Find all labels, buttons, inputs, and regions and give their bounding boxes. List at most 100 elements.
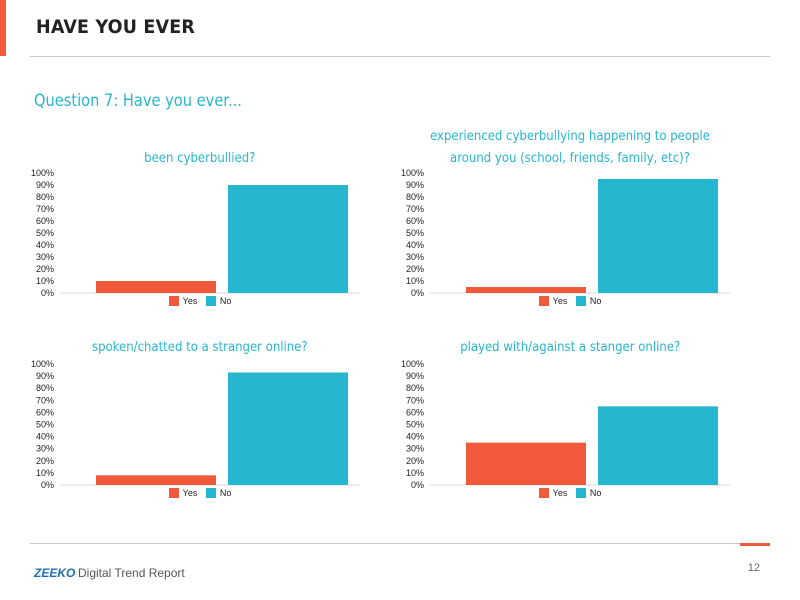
- legend-swatch-yes: [168, 296, 179, 306]
- legend-label-yes: Yes: [552, 488, 568, 498]
- bar-no: [228, 372, 348, 485]
- chart-title-text: been cyberbullied?: [144, 151, 256, 166]
- legend-swatch-no: [205, 296, 216, 306]
- legend-item-no: No: [205, 488, 232, 498]
- chart-spoken-to-stranger: spoken/chatted to a stranger online? 0% 1…: [30, 337, 370, 512]
- y-tick-label: 40%: [406, 432, 424, 442]
- chart-title: been cyberbullied?: [30, 148, 370, 170]
- bar-yes: [466, 442, 586, 485]
- title-accent-bar: [0, 0, 6, 56]
- chart-legend: Yes No: [30, 488, 370, 500]
- y-tick-label: 20%: [36, 264, 54, 274]
- y-tick-label: 40%: [36, 240, 54, 250]
- page-number: 12: [747, 562, 760, 574]
- chart-title-text: experienced cyberbullying happening to p…: [430, 129, 710, 166]
- chart-title: played with/against a stanger online?: [400, 337, 740, 359]
- y-tick-label: 100%: [401, 168, 424, 178]
- bar-chart: 0% 10% 20% 30% 40% 50% 60% 70% 80% 90% 100%: [401, 359, 730, 490]
- y-tick-label: 50%: [406, 420, 424, 430]
- footer-divider: [30, 543, 770, 544]
- y-tick-label: 0%: [411, 480, 424, 490]
- chart-title-text: spoken/chatted to a stranger online?: [92, 340, 308, 355]
- y-tick-label: 0%: [41, 288, 54, 298]
- legend-label-no: No: [589, 488, 602, 498]
- legend-swatch-no: [575, 488, 586, 498]
- y-tick-label: 50%: [36, 420, 54, 430]
- legend-item-yes: Yes: [538, 488, 568, 498]
- legend-swatch-no: [575, 296, 586, 306]
- y-tick-label: 80%: [406, 192, 424, 202]
- y-tick-label: 70%: [406, 395, 424, 405]
- page-title: HAVE YOU EVER: [36, 16, 195, 38]
- y-tick-label: 60%: [406, 407, 424, 417]
- question-heading: Question 7: Have you ever...: [34, 91, 242, 111]
- y-tick-label: 0%: [41, 480, 54, 490]
- y-tick-label: 70%: [36, 204, 54, 214]
- y-tick-label: 30%: [36, 444, 54, 454]
- chart-played-with-stranger: played with/against a stanger online? 0%…: [400, 337, 740, 512]
- y-tick-label: 100%: [31, 168, 54, 178]
- chart-legend: Yes No: [30, 296, 370, 308]
- y-tick-label: 90%: [36, 371, 54, 381]
- bar-no: [598, 406, 718, 485]
- y-tick-label: 80%: [406, 383, 424, 393]
- y-tick-label: 40%: [406, 240, 424, 250]
- y-tick-label: 30%: [406, 444, 424, 454]
- chart-title: experienced cyberbullying happening to p…: [400, 126, 740, 170]
- legend-item-no: No: [575, 488, 602, 498]
- legend-item-no: No: [575, 296, 602, 306]
- y-tick-label: 100%: [401, 359, 424, 369]
- legend-swatch-yes: [168, 488, 179, 498]
- y-tick-label: 20%: [406, 264, 424, 274]
- bar-yes: [96, 281, 216, 293]
- chart-title-text: played with/against a stanger online?: [460, 340, 680, 355]
- y-tick-label: 70%: [36, 395, 54, 405]
- y-tick-label: 10%: [36, 468, 54, 478]
- title-divider: [30, 56, 770, 57]
- y-tick-label: 100%: [31, 359, 54, 369]
- legend-label-yes: Yes: [182, 488, 198, 498]
- chart-legend: Yes No: [400, 296, 740, 308]
- y-tick-label: 90%: [406, 371, 424, 381]
- chart-experienced-cyberbullying-around-you: experienced cyberbullying happening to p…: [400, 126, 740, 306]
- legend-label-yes: Yes: [182, 296, 198, 306]
- y-tick-label: 30%: [406, 252, 424, 262]
- y-tick-label: 10%: [36, 276, 54, 286]
- legend-label-yes: Yes: [552, 296, 568, 306]
- y-tick-label: 30%: [36, 252, 54, 262]
- y-tick-label: 10%: [406, 276, 424, 286]
- y-tick-label: 60%: [36, 407, 54, 417]
- y-tick-label: 50%: [406, 228, 424, 238]
- legend-swatch-yes: [538, 488, 549, 498]
- y-tick-label: 0%: [411, 288, 424, 298]
- chart-been-cyberbullied: been cyberbullied? 0% 10% 20% 30% 40% 50% 60% 7…: [30, 146, 370, 321]
- report-title: Digital Trend Report: [78, 566, 185, 580]
- legend-swatch-no: [205, 488, 216, 498]
- y-tick-label: 70%: [406, 204, 424, 214]
- legend-label-no: No: [219, 296, 232, 306]
- y-tick-label: 60%: [36, 216, 54, 226]
- bar-yes: [466, 287, 586, 293]
- legend-label-no: No: [589, 296, 602, 306]
- y-tick-label: 90%: [36, 180, 54, 190]
- chart-title: spoken/chatted to a stranger online?: [30, 337, 370, 359]
- legend-label-no: No: [219, 488, 232, 498]
- y-tick-label: 10%: [406, 468, 424, 478]
- brand-logo: ZEEKO: [34, 566, 76, 580]
- y-tick-label: 20%: [406, 456, 424, 466]
- bar-chart: 0% 10% 20% 30% 40% 50% 60% 70% 80% 90% 100%: [31, 359, 360, 490]
- y-tick-label: 60%: [406, 216, 424, 226]
- legend-item-yes: Yes: [168, 488, 198, 498]
- y-tick-label: 80%: [36, 383, 54, 393]
- bar-chart: 0% 10% 20% 30% 40% 50% 60% 70% 80% 90% 100%: [31, 168, 360, 298]
- bar-chart: 0% 10% 20% 30% 40% 50% 60% 70% 80% 90% 100%: [401, 168, 730, 298]
- y-tick-label: 20%: [36, 456, 54, 466]
- y-tick-label: 80%: [36, 192, 54, 202]
- chart-legend: Yes No: [400, 488, 740, 500]
- footer-accent-bar: [740, 543, 770, 546]
- y-tick-label: 90%: [406, 180, 424, 190]
- bar-no: [598, 179, 718, 293]
- legend-item-no: No: [205, 296, 232, 306]
- legend-swatch-yes: [538, 296, 549, 306]
- legend-item-yes: Yes: [168, 296, 198, 306]
